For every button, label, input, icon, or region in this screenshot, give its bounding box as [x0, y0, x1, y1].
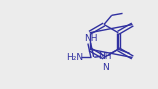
- Text: H₂N: H₂N: [66, 53, 83, 62]
- Text: NH: NH: [99, 52, 112, 61]
- Text: N: N: [102, 62, 109, 71]
- Text: NH: NH: [85, 34, 98, 43]
